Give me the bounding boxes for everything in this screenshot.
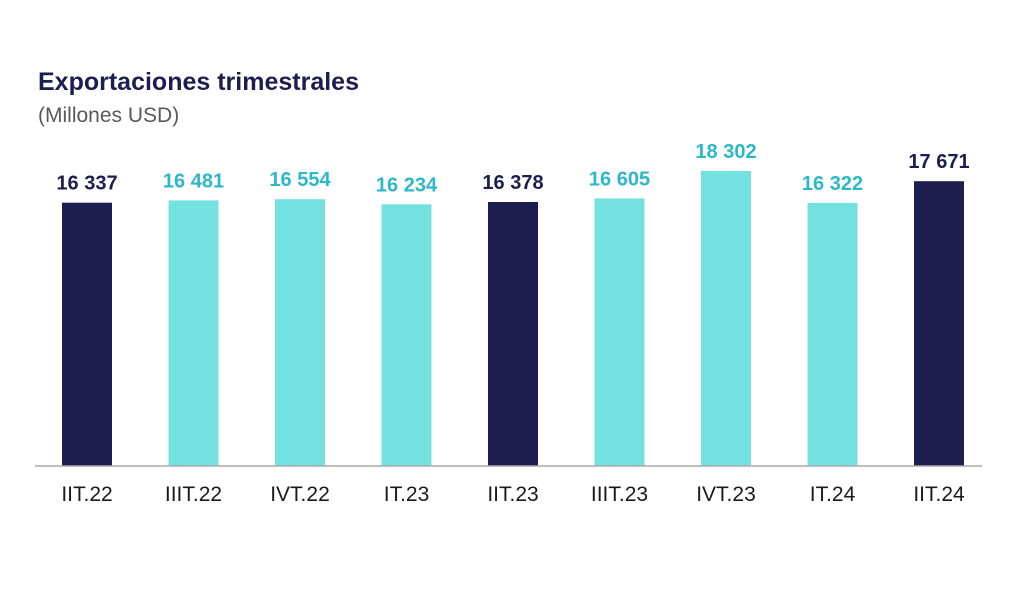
value-label: 16 322: [802, 173, 863, 195]
value-label: 18 302: [695, 141, 756, 163]
value-label: 16 481: [163, 170, 224, 192]
category-label: IVT.23: [696, 483, 756, 506]
chart-title: Exportaciones trimestrales: [38, 68, 359, 96]
value-label: 16 337: [56, 173, 117, 195]
category-label: IIT.22: [61, 483, 112, 506]
value-label: 16 554: [269, 169, 331, 191]
category-label: IT.23: [384, 483, 430, 506]
category-label: IT.24: [810, 483, 856, 506]
value-label: 16 234: [376, 174, 438, 196]
bar-iiit-23: [594, 198, 645, 466]
category-label: IVT.22: [270, 483, 330, 506]
bar-iit-22: [62, 202, 112, 466]
category-label: IIT.24: [913, 483, 965, 506]
value-label: 16 605: [589, 168, 650, 190]
bar-it-23: [381, 204, 432, 467]
value-label: 17 671: [908, 151, 969, 173]
bar-ivt-22: [275, 199, 325, 466]
bar-ivt-23: [701, 171, 751, 466]
category-label: IIIT.22: [165, 483, 222, 506]
chart-subtitle: (Millones USD): [38, 104, 180, 127]
bar-iit-23: [488, 202, 538, 466]
value-label: 16 378: [482, 172, 543, 194]
bar-it-24: [807, 202, 858, 466]
category-label: IIT.23: [487, 483, 538, 506]
bar-iiit-22: [168, 200, 219, 466]
category-label: IIIT.23: [591, 483, 648, 506]
bar-iit-24: [914, 181, 964, 466]
